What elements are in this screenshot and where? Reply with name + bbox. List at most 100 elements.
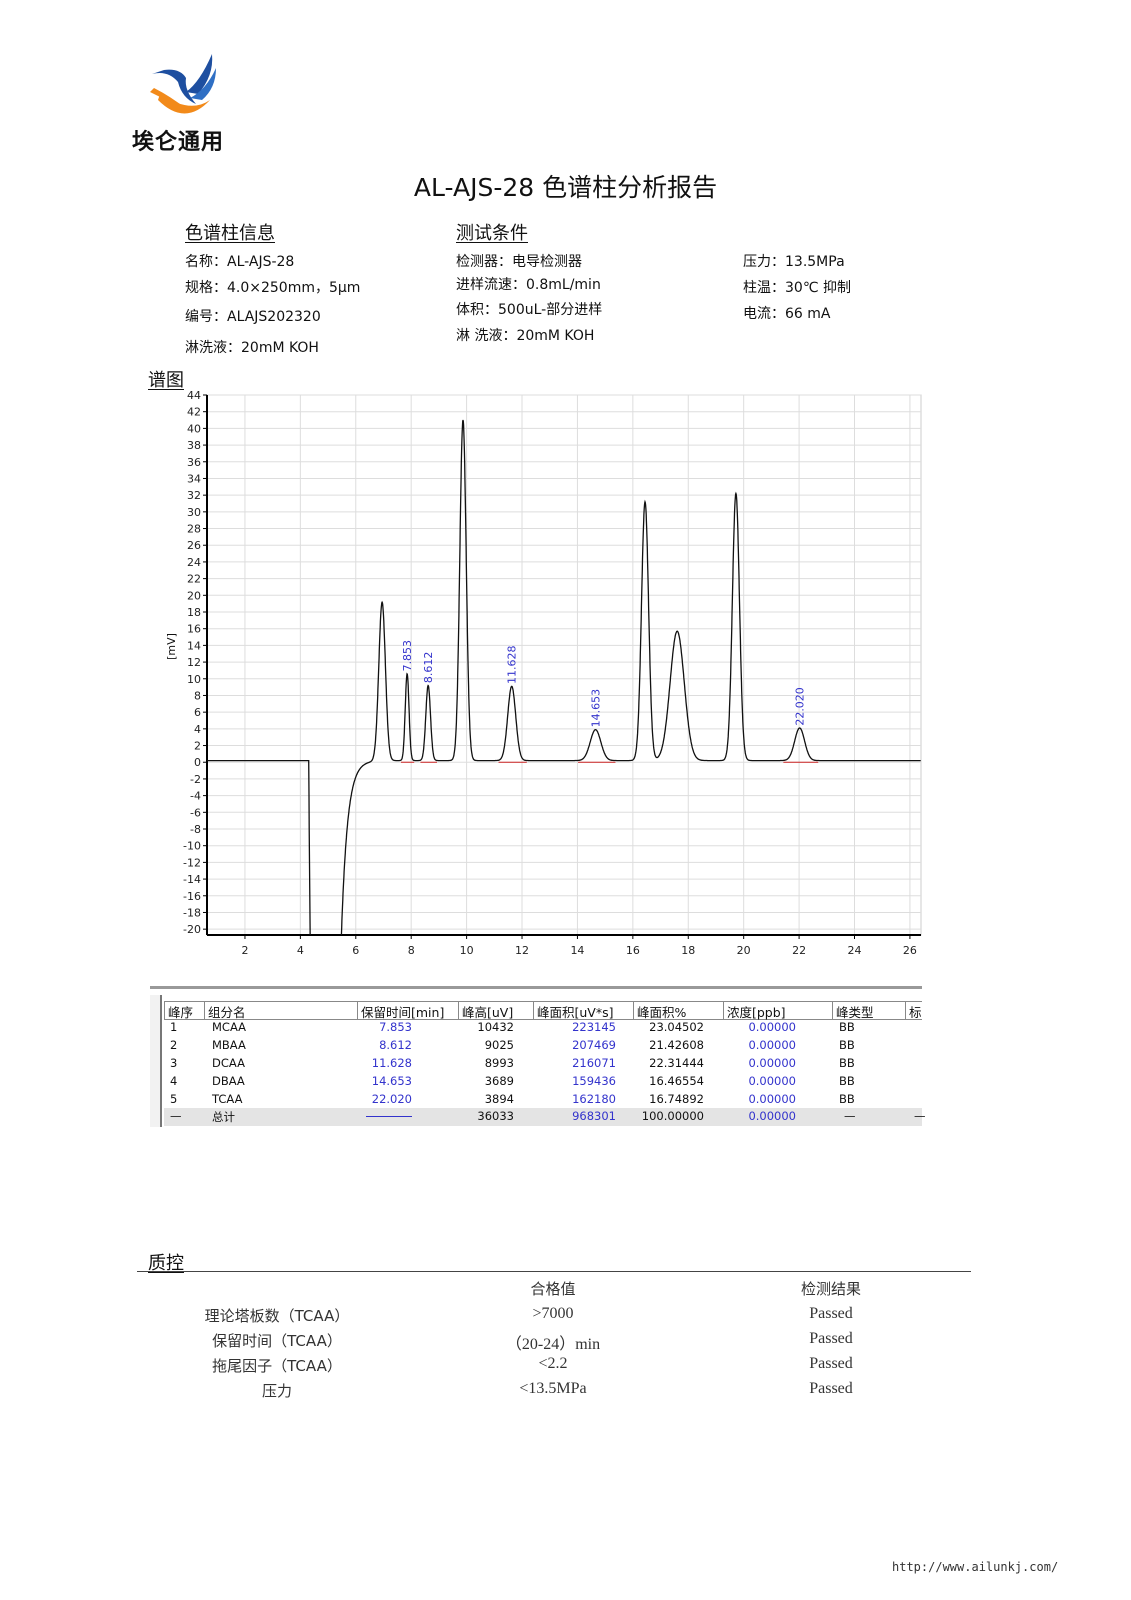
table-cell: 3894 [484, 1092, 514, 1106]
chromatogram-heading: 谱图 [148, 370, 184, 391]
table-row[interactable]: 3 DCAA 11.628 8993 216071 22.31444 0.00000 BB [164, 1055, 922, 1073]
total-index: — [170, 1109, 182, 1123]
y-tick-label: 10 [187, 673, 201, 686]
table-cell: 23.04502 [649, 1020, 704, 1034]
y-tick-label: 20 [187, 589, 201, 602]
company-name: 埃仑通用 [132, 130, 225, 155]
y-tick-label: -10 [183, 840, 201, 853]
y-tick-label: -16 [183, 890, 201, 903]
table-row[interactable]: 5 TCAA 22.020 3894 162180 16.74892 0.00000 BB [164, 1091, 922, 1109]
table-cell: 21.42608 [649, 1038, 704, 1052]
table-cell: 8.612 [379, 1038, 412, 1052]
column-info-heading: 色谱柱信息 [185, 223, 275, 244]
col-header-type[interactable]: 峰类型 [832, 1002, 905, 1020]
table-cell: 216071 [572, 1056, 616, 1070]
y-tick-label: 26 [187, 539, 201, 552]
peak-label: 11.628 [506, 645, 519, 684]
table-cell: 3689 [484, 1074, 514, 1088]
total-rt-line [366, 1116, 412, 1117]
y-tick-label: 16 [187, 623, 201, 636]
peak-label: 22.020 [794, 687, 807, 726]
qc-heading: 质控 [148, 1253, 184, 1274]
qc-result: Passed [809, 1305, 853, 1322]
x-tick-label: 2 [241, 944, 248, 957]
chromatogram-chart: -20-18-16-14-12-10-8-6-4-202468101214161… [183, 389, 922, 957]
y-tick-label: 24 [187, 556, 201, 569]
table-row[interactable]: 2 MBAA 8.612 9025 207469 21.42608 0.00000 BB [164, 1037, 922, 1055]
table-cell: MCAA [212, 1020, 247, 1034]
table-row[interactable]: 1 MCAA 7.853 10432 223145 23.04502 0.00000 BB [164, 1019, 922, 1037]
col-header-component[interactable]: 组分名 [204, 1002, 356, 1020]
results-table: 峰序 组分名 保留时间[min] 峰高[uV] 峰面积[uV*s] 峰面积% 浓… [150, 986, 926, 1127]
x-tick-label: 14 [570, 944, 584, 957]
qc-result: Passed [809, 1380, 853, 1397]
table-cell: BB [839, 1074, 855, 1088]
y-tick-label: 34 [187, 472, 201, 485]
table-cell: 0.00000 [748, 1056, 796, 1070]
table-cell: BB [839, 1092, 855, 1106]
table-cell: 4 [170, 1074, 178, 1088]
column-serial: 编号：ALAJS202320 [185, 309, 321, 325]
table-cell: DCAA [212, 1056, 245, 1070]
x-tick-label: 26 [903, 944, 917, 957]
x-tick-label: 22 [792, 944, 806, 957]
peak-label: 8.612 [422, 652, 435, 684]
y-tick-label: 14 [187, 639, 201, 652]
column-spec: 规格：4.0×250mm，5μm [185, 280, 361, 296]
bird-logo-icon [150, 54, 216, 114]
col-header-conc[interactable]: 浓度[ppb] [723, 1002, 832, 1020]
total-row[interactable]: — 总计 36033 968301 100.00000 0.00000 — — [164, 1108, 926, 1126]
x-tick-label: 6 [352, 944, 359, 957]
table-row[interactable]: 4 DBAA 14.653 3689 159436 16.46554 0.00000 BB [164, 1073, 922, 1091]
table-cell: DBAA [212, 1074, 245, 1088]
qc-criteria: <13.5MPa [519, 1380, 587, 1397]
total-std: — [914, 1109, 926, 1123]
col-header-index[interactable]: 峰序 [164, 1002, 204, 1020]
qc-item: 压力 [261, 1382, 293, 1400]
qc-item: 拖尾因子（TCAA） [212, 1357, 342, 1375]
table-cell: 8993 [484, 1056, 514, 1070]
footer-url[interactable]: http://www.ailunkj.com/ [892, 1560, 1059, 1574]
y-tick-label: 18 [187, 606, 201, 619]
table-cell: 0.00000 [748, 1020, 796, 1034]
eluent: 淋 洗液：20mM KOH [456, 328, 595, 344]
table-toolbar-strip [150, 995, 162, 1127]
table-cell: 0.00000 [748, 1038, 796, 1052]
qc-result: Passed [809, 1330, 853, 1347]
table-cell: BB [839, 1020, 855, 1034]
table-cell: 11.628 [371, 1056, 412, 1070]
col-header-std[interactable]: 标 [905, 1002, 923, 1019]
y-tick-label: 6 [194, 706, 201, 719]
table-cell: 159436 [572, 1074, 616, 1088]
peak-label: 7.853 [401, 640, 414, 672]
table-cell: 9025 [484, 1038, 514, 1052]
table-cell: 0.00000 [748, 1074, 796, 1088]
table-cell: 22.020 [371, 1092, 412, 1106]
qc-result: Passed [809, 1355, 853, 1372]
qc-header-criteria: 合格值 [530, 1280, 576, 1298]
x-tick-label: 20 [737, 944, 751, 957]
table-cell: 7.853 [379, 1020, 412, 1034]
y-tick-label: -4 [190, 790, 201, 803]
table-cell: 2 [170, 1038, 178, 1052]
y-tick-label: 22 [187, 573, 201, 586]
col-header-area[interactable]: 峰面积[uV*s] [533, 1002, 633, 1020]
y-tick-label: 32 [187, 489, 201, 502]
current: 电流：66 mA [743, 306, 831, 322]
table-cell: BB [839, 1056, 855, 1070]
x-tick-label: 4 [297, 944, 304, 957]
col-header-height[interactable]: 峰高[uV] [458, 1002, 533, 1020]
y-tick-label: -6 [190, 806, 201, 819]
qc-criteria: <2.2 [538, 1355, 568, 1372]
column-name: 名称：AL-AJS-28 [185, 254, 295, 270]
table-cell: 5 [170, 1092, 178, 1106]
test-conditions-heading: 测试条件 [456, 223, 528, 244]
company-logo [140, 52, 230, 122]
table-cell: TCAA [212, 1092, 243, 1106]
total-height: 36033 [477, 1109, 514, 1123]
y-tick-label: 38 [187, 439, 201, 452]
col-header-rt[interactable]: 保留时间[min] [357, 1002, 458, 1020]
signal-trace [207, 419, 921, 935]
col-header-area-pct[interactable]: 峰面积% [633, 1002, 723, 1020]
total-label: 总计 [212, 1110, 235, 1124]
